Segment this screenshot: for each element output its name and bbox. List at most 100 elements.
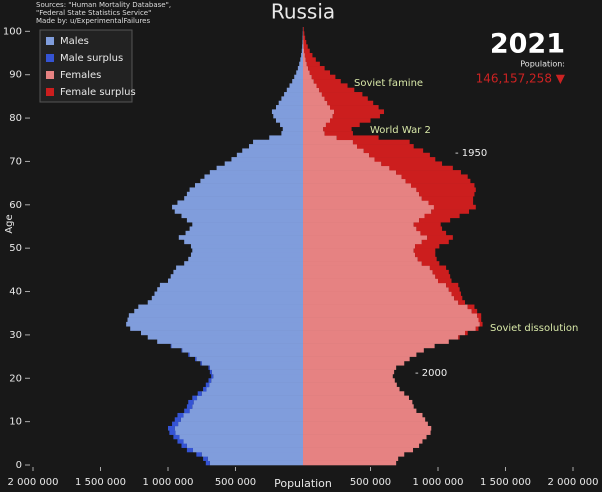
bar	[192, 222, 303, 227]
surplus-bar	[208, 365, 210, 370]
bar	[303, 443, 420, 448]
bar	[168, 278, 303, 284]
bar	[303, 326, 476, 331]
bar	[303, 382, 397, 388]
surplus-bar	[401, 174, 468, 180]
bar	[303, 308, 472, 314]
surplus-bar	[195, 356, 197, 362]
bar	[303, 300, 459, 305]
y-tick-label: 80	[9, 113, 22, 124]
legend-label: Males	[60, 36, 89, 47]
bar	[303, 226, 417, 232]
surplus-bar	[421, 239, 449, 245]
bar	[303, 213, 425, 219]
bar	[303, 178, 406, 184]
surplus-bar	[433, 204, 476, 210]
bar	[303, 196, 422, 201]
bar	[303, 265, 430, 271]
surplus-bar	[188, 399, 194, 405]
population-label: Population:	[520, 60, 565, 69]
surplus-bar	[174, 417, 181, 422]
bar	[300, 57, 303, 62]
bar	[183, 438, 303, 444]
bar	[189, 408, 303, 414]
bar	[303, 248, 414, 253]
bar	[303, 334, 459, 340]
surplus-bar	[305, 57, 316, 62]
surplus-bar	[334, 109, 384, 115]
year: 2021	[490, 29, 565, 60]
surplus-bar	[211, 373, 214, 379]
surplus-bar	[170, 343, 172, 349]
bar	[303, 74, 312, 80]
surplus-bar	[303, 40, 307, 45]
surplus-bar	[177, 438, 184, 444]
bar	[303, 417, 426, 422]
bar	[289, 83, 303, 89]
bar	[185, 230, 303, 236]
bar	[303, 96, 325, 102]
surplus-bar	[419, 217, 451, 223]
legend-box	[39, 29, 133, 103]
bar	[196, 356, 303, 362]
bar	[301, 48, 303, 54]
bar	[303, 356, 410, 362]
bar	[253, 139, 303, 145]
surplus-bar	[324, 131, 353, 136]
bar	[154, 291, 303, 297]
bar	[204, 174, 303, 180]
surplus-bar	[304, 48, 310, 54]
surplus-bar	[303, 44, 308, 49]
surplus-bar	[416, 226, 443, 232]
bar	[303, 230, 421, 236]
bar	[303, 243, 416, 249]
bar	[201, 360, 303, 366]
bar	[184, 261, 303, 266]
bar	[303, 70, 310, 76]
x-axis-label: Population	[274, 477, 332, 490]
bar	[303, 347, 424, 353]
bar	[276, 105, 303, 110]
surplus-bar	[205, 460, 210, 466]
y-tick-label: 50	[9, 243, 22, 254]
bar	[151, 295, 303, 301]
bar	[303, 317, 479, 323]
legend-swatch	[46, 88, 54, 96]
bar	[303, 373, 393, 379]
bar	[303, 404, 414, 409]
bar	[126, 321, 304, 327]
bar	[303, 165, 390, 171]
bar	[174, 425, 303, 431]
bar	[303, 57, 306, 62]
surplus-bar	[309, 70, 330, 76]
bar	[197, 395, 303, 401]
bar	[231, 157, 303, 162]
bar	[303, 343, 435, 349]
bar	[207, 456, 303, 461]
bar	[303, 105, 330, 110]
surplus-bar	[311, 74, 336, 80]
bar	[303, 122, 326, 128]
bar	[303, 456, 399, 461]
surplus-bar	[336, 135, 379, 141]
surplus-bar	[363, 148, 424, 154]
bar	[303, 395, 409, 401]
bar	[189, 187, 303, 193]
bar	[303, 269, 433, 275]
bar	[303, 386, 400, 392]
bar	[182, 347, 303, 353]
x-tick-label: 2 000 000	[548, 477, 599, 488]
bar	[269, 135, 303, 141]
surplus-bar	[417, 256, 437, 262]
bar	[303, 174, 402, 180]
bar	[181, 213, 303, 219]
surplus-bar	[324, 96, 368, 102]
surplus-bar	[181, 443, 187, 448]
bar	[276, 118, 303, 123]
surplus-bar	[323, 126, 352, 132]
bar	[184, 196, 303, 201]
bar	[303, 135, 337, 141]
source: "Federal State Statistics Service"	[36, 9, 151, 17]
legend-swatch	[46, 71, 54, 79]
bar	[211, 378, 303, 383]
